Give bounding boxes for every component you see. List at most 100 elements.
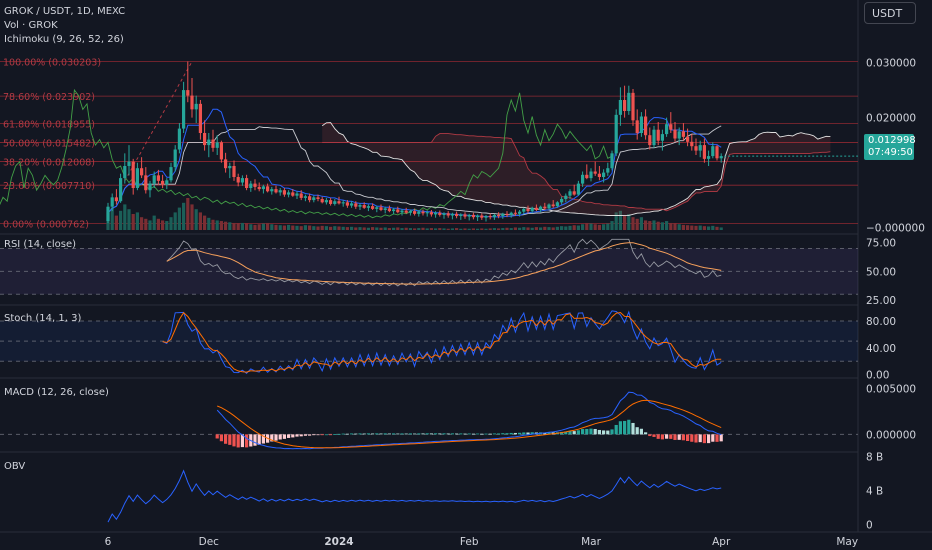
candle-body[interactable] [400,210,404,213]
candle-body[interactable] [681,131,685,137]
candle-body[interactable] [299,193,303,198]
candle-body[interactable] [240,178,244,183]
candle-body[interactable] [467,214,471,217]
candle-body[interactable] [161,180,165,185]
candle-body[interactable] [123,166,127,179]
candle-body[interactable] [459,214,463,217]
candle-body[interactable] [623,100,627,111]
candle-body[interactable] [362,205,366,208]
candle-body[interactable] [329,200,333,204]
candle-body[interactable] [484,216,488,218]
candle-body[interactable] [614,114,618,154]
candle-body[interactable] [702,145,706,159]
candle-body[interactable] [585,174,589,179]
candle-body[interactable] [312,197,316,201]
candle-body[interactable] [396,209,400,213]
candle-body[interactable] [530,207,534,212]
candle-body[interactable] [274,189,278,193]
candle-body[interactable] [316,197,320,199]
candle-body[interactable] [177,128,181,150]
candle-body[interactable] [648,135,652,146]
candle-body[interactable] [589,171,593,179]
candle-body[interactable] [476,215,480,218]
candle-body[interactable] [547,204,551,209]
candle-body[interactable] [106,206,110,221]
candle-body[interactable] [602,172,606,177]
candle-body[interactable] [358,205,362,207]
candle-body[interactable] [551,204,555,207]
candle-body[interactable] [446,213,450,216]
candle-body[interactable] [513,212,517,214]
candle-body[interactable] [282,190,286,195]
candle-body[interactable] [253,183,257,187]
candle-body[interactable] [707,156,711,159]
candle-body[interactable] [606,168,610,173]
candle-body[interactable] [429,212,433,215]
candle-body[interactable] [627,92,631,111]
candle-body[interactable] [371,206,375,209]
candle-body[interactable] [660,134,664,141]
candle-body[interactable] [698,145,702,151]
candle-body[interactable] [518,211,522,214]
candle-body[interactable] [266,186,270,192]
candle-body[interactable] [345,202,349,206]
candle-body[interactable] [186,90,190,96]
candle-body[interactable] [114,197,118,202]
candle-body[interactable] [463,214,467,217]
candle-body[interactable] [308,196,312,201]
candle-body[interactable] [140,168,144,176]
candle-body[interactable] [413,211,417,214]
candle-body[interactable] [480,215,484,218]
candle-body[interactable] [597,173,601,177]
candle-body[interactable] [379,207,383,210]
candle-body[interactable] [434,212,438,215]
candle-body[interactable] [686,136,690,142]
candle-body[interactable] [190,95,194,110]
candle-body[interactable] [677,131,681,139]
candle-body[interactable] [165,180,169,185]
candle-body[interactable] [182,90,186,129]
candle-body[interactable] [261,186,265,190]
candle-body[interactable] [232,166,236,177]
candle-body[interactable] [572,191,576,195]
candle-body[interactable] [560,199,564,203]
candle-body[interactable] [119,178,123,202]
candle-body[interactable] [127,161,131,166]
candle-body[interactable] [534,207,538,210]
candle-body[interactable] [488,216,492,218]
candle-body[interactable] [341,202,345,204]
candle-body[interactable] [211,139,215,148]
candle-body[interactable] [169,167,173,181]
candle-body[interactable] [350,203,354,206]
candle-body[interactable] [715,146,719,159]
candle-body[interactable] [295,193,299,196]
candle-body[interactable] [228,166,232,169]
candle-body[interactable] [497,214,501,217]
candle-body[interactable] [665,124,669,135]
candle-body[interactable] [568,191,572,196]
candle-body[interactable] [581,174,585,184]
candle-body[interactable] [526,208,530,212]
candle-body[interactable] [148,183,152,191]
candle-body[interactable] [224,159,228,169]
candle-body[interactable] [287,192,291,195]
candle-body[interactable] [135,168,139,188]
candle-body[interactable] [110,197,114,207]
candle-body[interactable] [203,133,207,146]
candle-body[interactable] [639,116,643,134]
candle-body[interactable] [337,201,341,204]
candle-body[interactable] [278,190,282,193]
candle-body[interactable] [690,141,694,147]
candle-body[interactable] [270,189,274,192]
candle-body[interactable] [539,206,543,210]
candle-body[interactable] [522,208,526,212]
candle-body[interactable] [509,212,513,215]
candle-body[interactable] [324,200,328,203]
candle-body[interactable] [144,175,148,191]
candle-body[interactable] [471,214,475,218]
candle-body[interactable] [320,199,324,203]
candle-body[interactable] [610,153,614,169]
candle-body[interactable] [644,116,648,136]
candle-body[interactable] [156,175,160,181]
